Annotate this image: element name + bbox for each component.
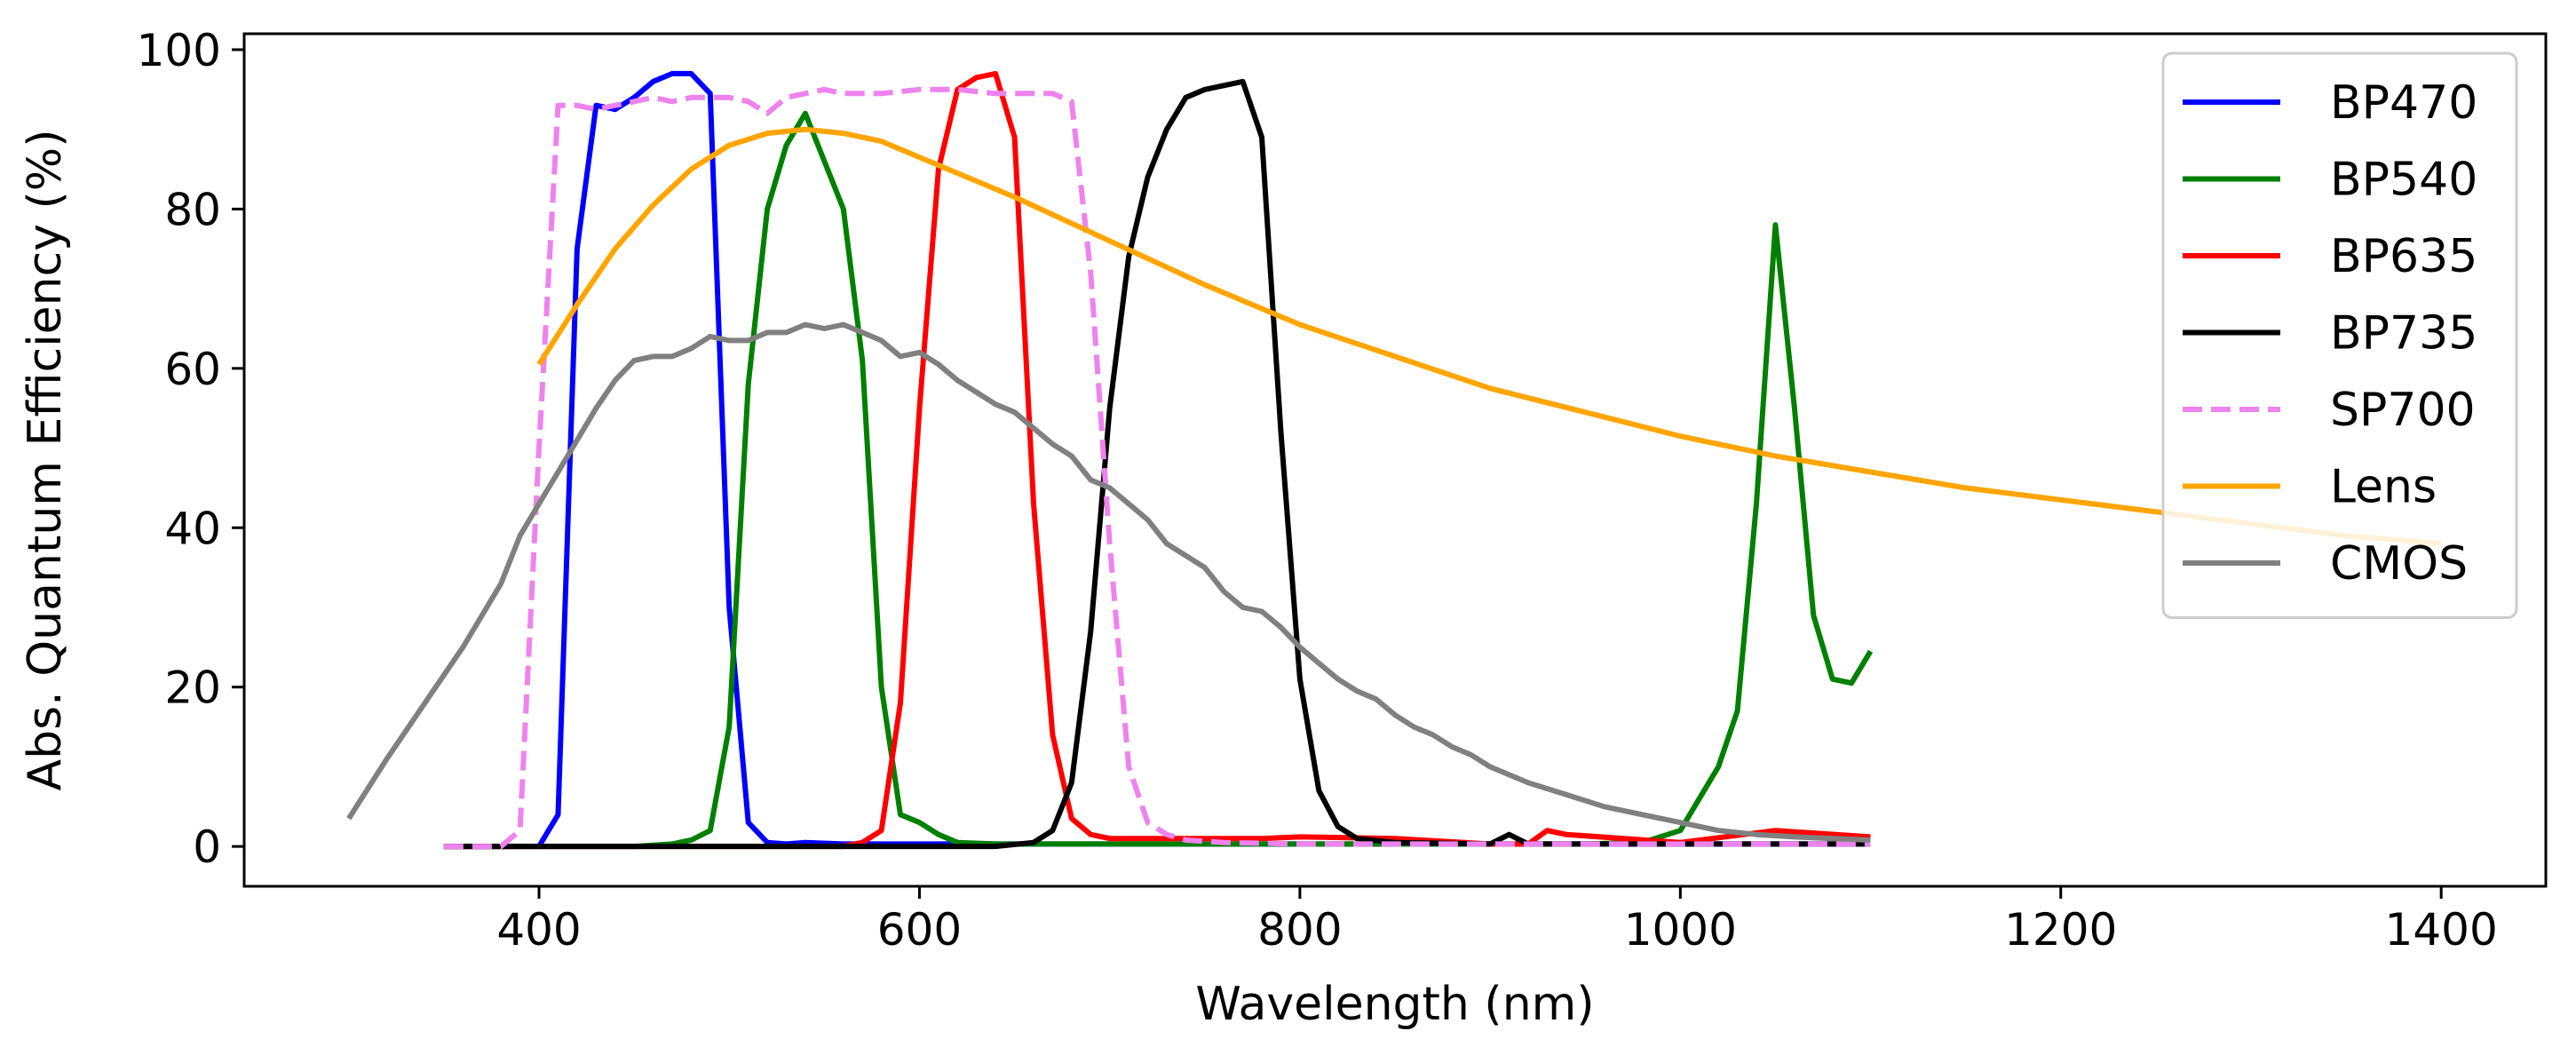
y-tick-label: 20 (164, 662, 221, 714)
series-line-bp635 (443, 70, 1871, 850)
x-tick-label: 1200 (2004, 904, 2117, 956)
series-line-lens (536, 126, 2442, 547)
plot-frame (242, 32, 2548, 888)
x-axis-title: Wavelength (nm) (1195, 978, 1594, 1031)
ticks-layer: 400 600 800 1000 1200 1400 0 20 40 60 80 100 (137, 25, 2498, 956)
series-line-bp540 (443, 110, 1874, 850)
series-line-cmos (346, 321, 1871, 843)
y-axis-title: Abs. Quantum Efficiency (%) (19, 130, 72, 791)
series-layer (346, 70, 2442, 850)
y-tick-label: 60 (164, 344, 221, 395)
x-tick-label: 600 (877, 904, 962, 956)
legend-label-cmos: CMOS (2330, 537, 2468, 591)
y-tick-label: 40 (164, 503, 221, 554)
legend-label-bp635: BP635 (2330, 230, 2477, 283)
legend-label-bp540: BP540 (2330, 154, 2477, 207)
y-tick-label: 0 (193, 821, 221, 873)
legend-label-lens: Lens (2330, 461, 2437, 514)
legend-label-bp735: BP735 (2330, 307, 2477, 361)
legend-label-sp700: SP700 (2330, 384, 2476, 437)
x-tick-label: 1000 (1624, 904, 1737, 956)
series-line-bp735 (443, 78, 1871, 850)
series-line-sp700 (443, 86, 1871, 850)
y-tick-label: 100 (137, 25, 221, 76)
y-tick-label: 80 (164, 184, 221, 235)
legend: BP470 BP540 BP635 BP735 SP700 Lens CMOS (2161, 52, 2518, 619)
x-tick-label: 400 (496, 904, 581, 956)
legend-frame (2161, 52, 2518, 619)
x-tick-label: 800 (1257, 904, 1342, 956)
x-tick-label: 1400 (2385, 904, 2498, 956)
legend-label-bp470: BP470 (2330, 76, 2477, 130)
